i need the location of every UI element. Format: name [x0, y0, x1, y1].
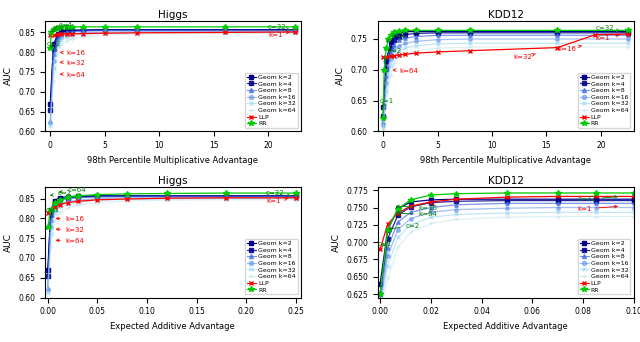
Text: c=1: c=1 [47, 41, 61, 48]
Y-axis label: AUC: AUC [4, 233, 13, 252]
Text: k=64: k=64 [56, 238, 84, 244]
Text: c=32: c=32 [268, 24, 289, 30]
Text: c=1: c=1 [46, 208, 60, 213]
X-axis label: 98th Percentile Multiplicative Advantage: 98th Percentile Multiplicative Advantage [420, 156, 591, 165]
Text: k=64: k=64 [397, 211, 437, 218]
Text: k=16: k=16 [56, 216, 84, 222]
Title: KDD12: KDD12 [488, 176, 524, 186]
Text: c=1: c=1 [378, 240, 392, 247]
Text: k=32: k=32 [514, 53, 536, 61]
Title: Higgs: Higgs [158, 10, 188, 20]
Text: k=64: k=64 [60, 72, 86, 78]
Y-axis label: AUC: AUC [337, 66, 346, 86]
Legend: Geom k=2, Geom k=4, Geom k=8, Geom k=16, Geom k=32, Geom k=64, LLP, RR: Geom k=2, Geom k=4, Geom k=8, Geom k=16,… [578, 239, 630, 294]
Text: k=64: k=64 [393, 68, 419, 74]
Legend: Geom k=2, Geom k=4, Geom k=8, Geom k=16, Geom k=32, Geom k=64, LLP, RR: Geom k=2, Geom k=4, Geom k=8, Geom k=16,… [245, 239, 298, 294]
Text: k=1: k=1 [578, 205, 617, 212]
Text: c=32: c=32 [266, 190, 291, 197]
Text: c=1: c=1 [380, 97, 394, 106]
Text: k=16: k=16 [397, 205, 437, 211]
X-axis label: Expected Additive Advantage: Expected Additive Advantage [111, 322, 235, 331]
Title: Higgs: Higgs [158, 176, 188, 186]
Text: k=16: k=16 [557, 45, 582, 52]
Legend: Geom k=2, Geom k=4, Geom k=8, Geom k=16, Geom k=32, Geom k=64, LLP, RR: Geom k=2, Geom k=4, Geom k=8, Geom k=16,… [578, 73, 630, 128]
Text: c=2: c=2 [51, 190, 72, 196]
Text: k=1: k=1 [268, 31, 289, 38]
Legend: Geom k=2, Geom k=4, Geom k=8, Geom k=16, Geom k=32, Geom k=64, LLP, RR: Geom k=2, Geom k=4, Geom k=8, Geom k=16,… [245, 73, 298, 128]
X-axis label: Expected Additive Advantage: Expected Additive Advantage [444, 322, 568, 331]
Text: c=32: c=32 [578, 196, 617, 202]
Text: k=1: k=1 [595, 34, 619, 41]
Text: c=4: c=4 [387, 33, 406, 42]
Y-axis label: AUC: AUC [332, 233, 340, 252]
Y-axis label: AUC: AUC [4, 66, 13, 86]
Text: c=2: c=2 [385, 48, 401, 60]
Text: k=16: k=16 [60, 50, 86, 56]
Text: k=32: k=32 [56, 227, 84, 233]
Text: k=1: k=1 [266, 198, 287, 205]
Text: c=2: c=2 [52, 25, 68, 31]
X-axis label: 98th Percentile Multiplicative Advantage: 98th Percentile Multiplicative Advantage [87, 156, 259, 165]
Text: c=4: c=4 [54, 22, 73, 29]
Text: c=2: c=2 [389, 223, 420, 230]
Text: k=32: k=32 [60, 60, 86, 66]
Text: c=32: c=32 [595, 25, 620, 32]
Title: KDD12: KDD12 [488, 10, 524, 20]
Text: c=64: c=64 [60, 187, 86, 193]
